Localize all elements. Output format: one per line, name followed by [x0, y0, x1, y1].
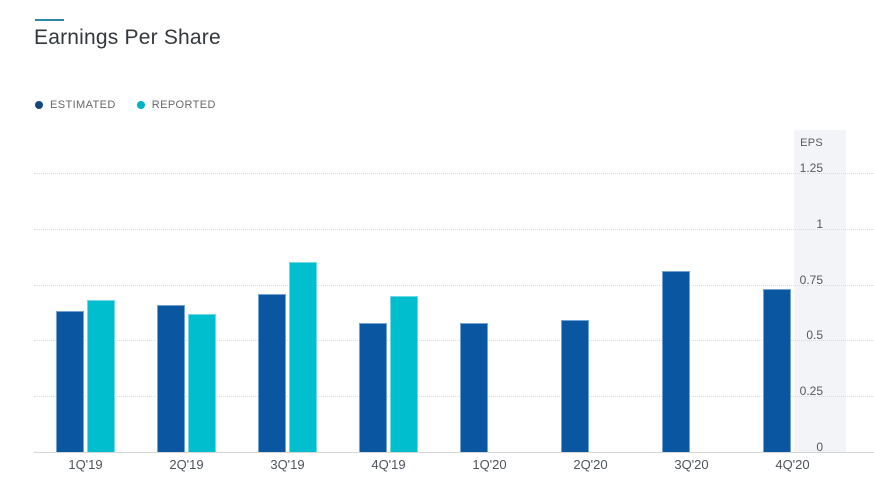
- gridline-0.25: [34, 396, 874, 398]
- y-tick-label-0.5: 0.5: [806, 328, 823, 343]
- accent-line: [35, 19, 64, 21]
- bar-estimated-4Q20[interactable]: [763, 289, 791, 452]
- bar-estimated-2Q19[interactable]: [157, 304, 185, 452]
- bar-reported-3Q19[interactable]: [289, 262, 317, 452]
- y-tick-label-1: 1: [816, 216, 823, 231]
- page-title: Earnings Per Share: [34, 26, 221, 49]
- x-tick-label-3Q20: 3Q'20: [674, 457, 709, 472]
- legend-label: REPORTED: [151, 99, 216, 111]
- y-tick-label-1.25: 1.25: [799, 161, 823, 175]
- gridline-1: [34, 228, 874, 230]
- y-tick-label-0: 0: [816, 440, 823, 454]
- bar-estimated-3Q20[interactable]: [662, 271, 690, 452]
- chart-legend: ESTIMATED REPORTED: [35, 99, 216, 111]
- bar-estimated-3Q19[interactable]: [258, 293, 286, 452]
- bar-estimated-1Q20[interactable]: [460, 322, 488, 452]
- bar-reported-1Q19[interactable]: [87, 300, 115, 452]
- x-axis-line: [34, 452, 874, 453]
- x-tick-label-4Q19: 4Q'19: [371, 457, 406, 472]
- x-tick-label-3Q19: 3Q'19: [270, 457, 305, 472]
- right-axis-panel: [794, 130, 846, 453]
- y-tick-label-0.75: 0.75: [799, 272, 823, 287]
- bar-reported-4Q19[interactable]: [390, 295, 418, 452]
- legend-label: ESTIMATED: [50, 99, 116, 111]
- bar-estimated-4Q19[interactable]: [359, 322, 387, 452]
- gridline-0.5: [34, 340, 874, 342]
- x-tick-label-2Q20: 2Q'20: [573, 457, 608, 472]
- legend-item-estimated[interactable]: ESTIMATED: [35, 99, 116, 111]
- y-tick-label-0.25: 0.25: [799, 384, 823, 399]
- bar-reported-2Q19[interactable]: [188, 313, 216, 452]
- legend-dot-icon: [136, 101, 145, 109]
- gridline-0.75: [34, 284, 874, 286]
- gridline-1.25: [34, 173, 874, 174]
- bar-estimated-2Q20[interactable]: [561, 320, 589, 452]
- x-tick-label-1Q19: 1Q'19: [68, 457, 103, 472]
- legend-dot-icon: [35, 101, 43, 109]
- legend-item-reported[interactable]: REPORTED: [136, 99, 216, 111]
- x-tick-label-1Q20: 1Q'20: [472, 457, 507, 472]
- bar-estimated-1Q19[interactable]: [56, 311, 84, 452]
- y-axis-title: EPS: [800, 137, 823, 149]
- x-tick-label-2Q19: 2Q'19: [169, 457, 204, 472]
- x-tick-label-4Q20: 4Q'20: [775, 457, 810, 472]
